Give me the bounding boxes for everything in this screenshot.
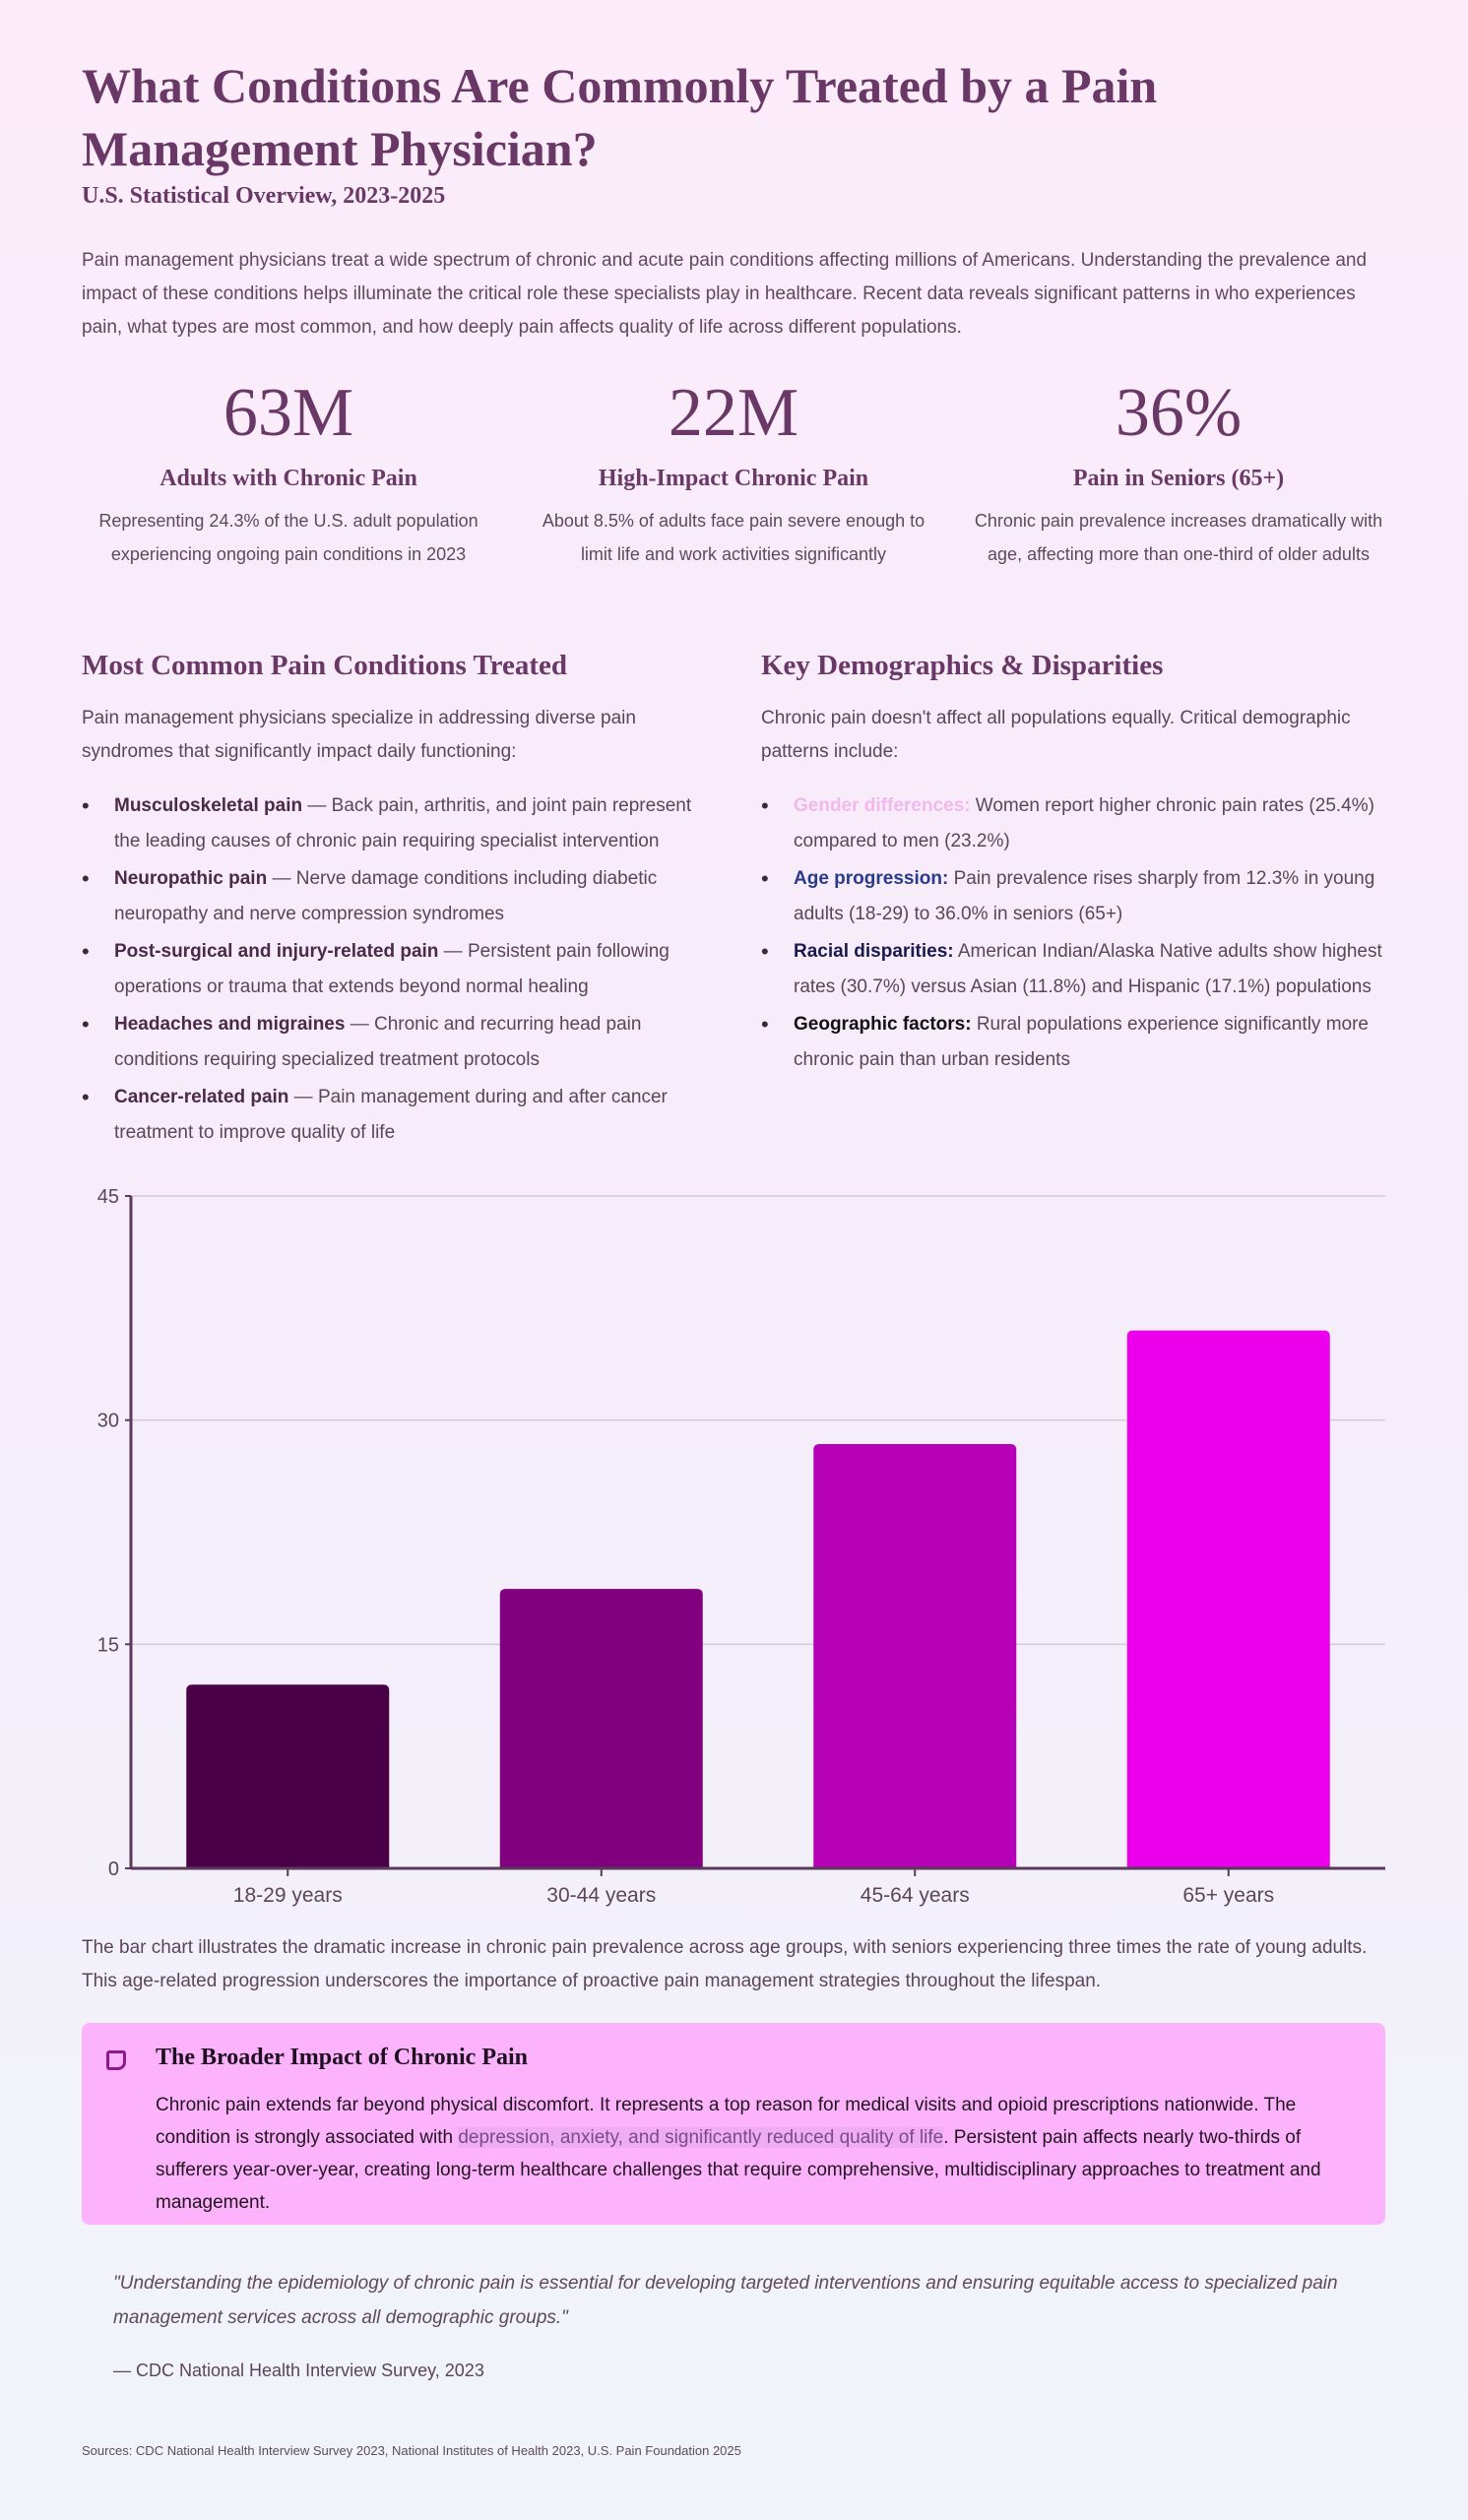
note-icon	[106, 2050, 126, 2070]
stat-label: High-Impact Chronic Pain	[598, 466, 869, 491]
stat-desc: Chronic pain prevalence increases dramat…	[974, 511, 1383, 564]
list-item-term: Age progression:	[794, 868, 949, 889]
list-item: Geographic factors: Rural populations ex…	[761, 1007, 1401, 1078]
demographics-list: Gender differences: Women report higher …	[761, 788, 1401, 1078]
stat-value: 36%	[1115, 375, 1243, 451]
list-item: Headaches and migraines — Chronic and re…	[82, 1007, 722, 1078]
stat-desc: About 8.5% of adults face pain severe en…	[542, 511, 925, 564]
list-item-text: — Chronic and recurring head pain condit…	[114, 1014, 642, 1070]
callout-text-b: . Persistent pain affects nearly two-thi…	[156, 2127, 1321, 2213]
list-item-term: Musculoskeletal pain	[114, 795, 303, 816]
stat-card: 36% Pain in Seniors (65+) Chronic pain p…	[972, 369, 1385, 571]
page-title: What Conditions Are Commonly Treated by …	[82, 58, 1158, 176]
page-subtitle: U.S. Statistical Overview, 2023-2025	[82, 183, 446, 209]
list-item-term: Gender differences:	[794, 795, 971, 816]
stat-label: Adults with Chronic Pain	[160, 466, 417, 491]
list-item-term: Post-surgical and injury-related pain	[114, 941, 439, 962]
stat-desc: Representing 24.3% of the U.S. adult pop…	[98, 511, 479, 564]
section-intro: Chronic pain doesn't affect all populati…	[761, 708, 1351, 762]
list-item: Age progression: Pain prevalence rises s…	[761, 861, 1401, 932]
list-item-text: — Pain management during and after cance…	[114, 1087, 668, 1143]
quote-text: "Understanding the epidemiology of chron…	[113, 2273, 1338, 2328]
list-item-term: Racial disparities:	[794, 941, 954, 962]
list-item-text: — Nerve damage conditions including diab…	[114, 868, 658, 924]
y-tick-label: 15	[97, 1634, 119, 1656]
list-item-text: — Back pain, arthritis, and joint pain r…	[114, 795, 692, 851]
chart-caption: The bar chart illustrates the dramatic i…	[82, 1937, 1368, 1991]
list-item: Neuropathic pain — Nerve damage conditio…	[82, 861, 722, 932]
callout-title: The Broader Impact of Chronic Pain	[156, 2045, 529, 2070]
callout-text-a: Chronic pain extends far beyond physical…	[156, 2095, 1297, 2148]
list-item-term: Geographic factors:	[794, 1014, 972, 1035]
list-item: Gender differences: Women report higher …	[761, 788, 1401, 859]
conditions-section: Most Common Pain Conditions Treated Pain…	[82, 650, 722, 1153]
stat-label: Pain in Seniors (65+)	[1072, 466, 1285, 491]
x-tick-label: 45-64 years	[861, 1884, 970, 1907]
y-tick-label: 45	[97, 1186, 119, 1208]
stat-value: 63M	[223, 375, 354, 451]
list-item: Cancer-related pain — Pain management du…	[82, 1080, 722, 1151]
age-prevalence-bar-chart: 0 15 30 45 18-29 years 30-44 years 45-64 years…	[97, 1186, 1385, 1907]
list-item: Musculoskeletal pain — Back pain, arthri…	[82, 788, 722, 859]
x-tick-label: 18-29 years	[233, 1884, 343, 1907]
intro-paragraph: Pain management physicians treat a wide …	[82, 250, 1368, 338]
stat-card: 63M Adults with Chronic Pain Representin…	[82, 369, 495, 571]
list-item-term: Cancer-related pain	[114, 1087, 289, 1107]
stat-value: 22M	[668, 375, 799, 451]
y-tick-label: 0	[108, 1858, 119, 1880]
list-item-text: Women report higher chronic pain rates (…	[794, 795, 1374, 851]
bar	[186, 1684, 390, 1868]
stat-card: 22M High-Impact Chronic Pain About 8.5% …	[527, 369, 940, 571]
section-heading: Key Demographics & Disparities	[761, 650, 1164, 681]
list-item-term: Neuropathic pain	[114, 868, 268, 889]
quote-attribution: — CDC National Health Interview Survey, …	[113, 2361, 484, 2380]
list-item: Post-surgical and injury-related pain — …	[82, 934, 722, 1005]
list-item-text: Rural populations experience significant…	[794, 1014, 1369, 1070]
x-tick-label: 30-44 years	[546, 1884, 656, 1907]
list-item-term: Headaches and migraines	[114, 1014, 346, 1035]
list-item: Racial disparities: American Indian/Alas…	[761, 934, 1401, 1005]
x-tick-label: 65+ years	[1182, 1884, 1274, 1907]
conditions-list: Musculoskeletal pain — Back pain, arthri…	[82, 788, 722, 1151]
section-intro: Pain management physicians specialize in…	[82, 708, 636, 762]
impact-callout: The Broader Impact of Chronic Pain Chron…	[82, 2023, 1385, 2225]
bar	[813, 1443, 1017, 1868]
section-heading: Most Common Pain Conditions Treated	[82, 650, 568, 681]
callout-highlight: depression, anxiety, and significantly r…	[458, 2127, 944, 2148]
bar	[1126, 1330, 1330, 1868]
bar	[499, 1589, 703, 1868]
callout-text: Chronic pain extends far beyond physical…	[156, 2089, 1352, 2219]
sources: Sources: CDC National Health Interview S…	[82, 2443, 741, 2458]
list-item-text: Pain prevalence rises sharply from 12.3%…	[794, 868, 1375, 924]
demographics-section: Key Demographics & Disparities Chronic p…	[761, 650, 1401, 1080]
list-item-text: — Persistent pain following operations o…	[114, 941, 670, 997]
list-item-text: American Indian/Alaska Native adults sho…	[794, 941, 1382, 997]
y-tick-label: 30	[97, 1411, 119, 1432]
